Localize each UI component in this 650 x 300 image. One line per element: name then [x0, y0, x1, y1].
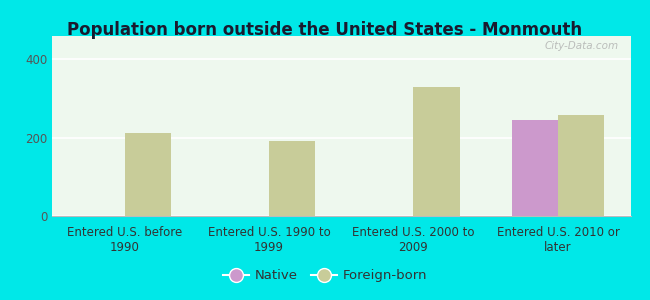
Bar — [413, 87, 460, 216]
Bar — [269, 141, 315, 216]
Text: City-Data.com: City-Data.com — [545, 41, 619, 51]
Text: Population born outside the United States - Monmouth: Population born outside the United State… — [68, 21, 582, 39]
Bar — [125, 133, 171, 216]
Legend: Native, Foreign-born: Native, Foreign-born — [218, 264, 432, 287]
Bar — [558, 115, 605, 216]
Bar — [512, 120, 558, 216]
